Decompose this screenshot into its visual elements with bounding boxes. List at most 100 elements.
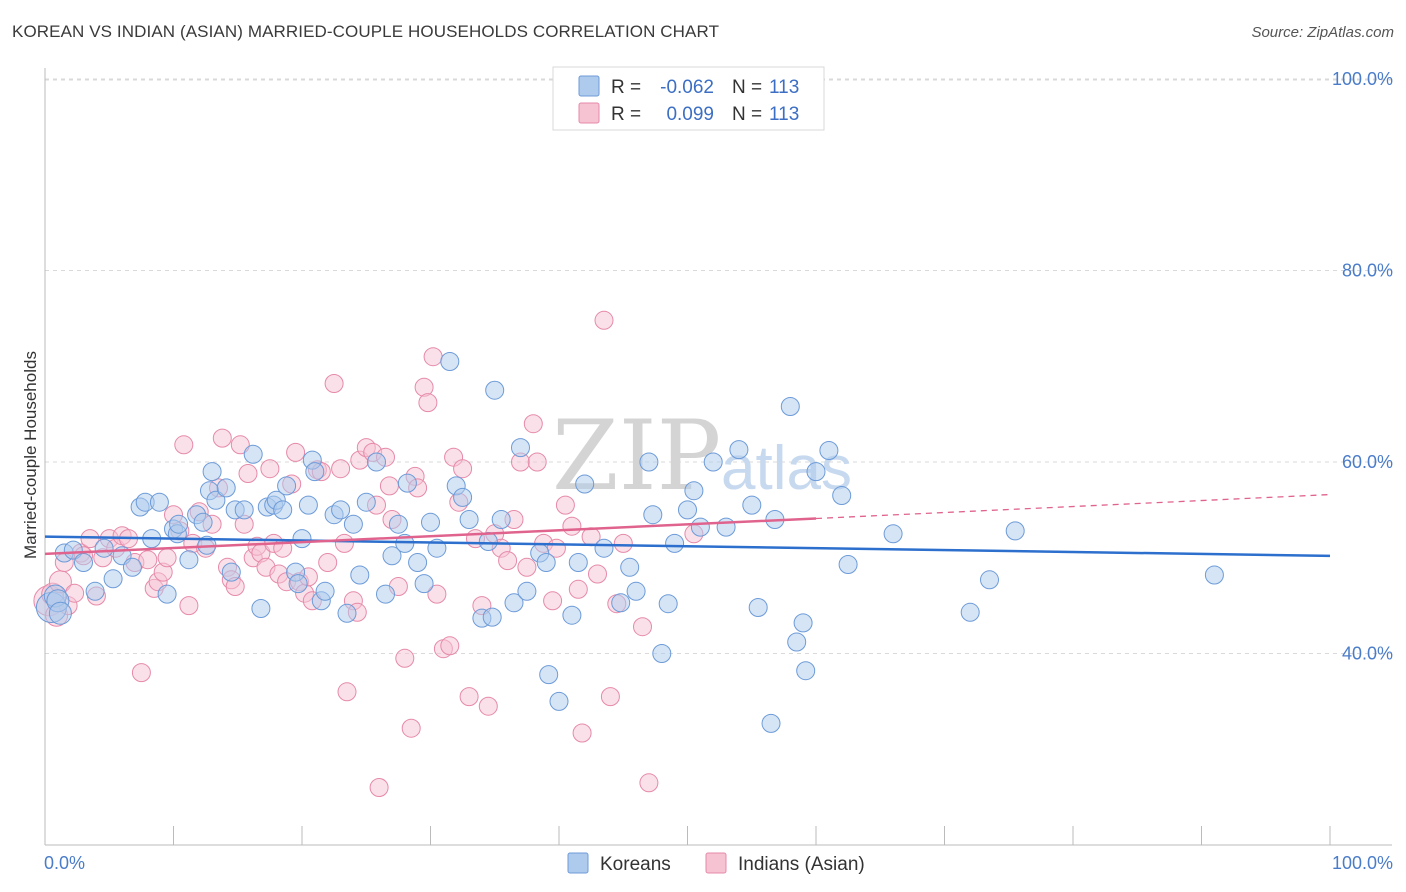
x-tick-label-min: 0.0%: [44, 853, 85, 873]
koreans-point: [298, 495, 318, 515]
legend-r-label-koreans: R =: [611, 77, 641, 98]
koreans-point: [1204, 565, 1224, 585]
koreans-point: [511, 438, 530, 458]
bottom-legend-label-koreans: Koreans: [600, 854, 671, 875]
koreans-point: [221, 562, 241, 582]
koreans-point: [594, 538, 614, 558]
indians-point: [562, 516, 582, 536]
indians-point: [588, 564, 607, 584]
top-legend: R = -0.062 N = 113 R = 0.099 N = 113: [552, 66, 825, 131]
y-axis-title: Married-couple Households: [21, 351, 40, 559]
koreans-point: [748, 598, 768, 617]
koreans-point: [367, 452, 386, 472]
indians-point: [337, 682, 357, 702]
koreans-point: [157, 584, 177, 604]
indians-point: [395, 648, 415, 668]
koreans-point: [690, 517, 710, 537]
indians-point: [478, 696, 498, 716]
legend-swatch-koreans: [578, 75, 600, 97]
indians-point: [331, 459, 351, 479]
indians-trend-line-extension: [815, 493, 1331, 520]
indians-point: [423, 347, 443, 367]
indians-point: [138, 550, 158, 570]
koreans-point: [202, 462, 222, 482]
indians-point: [527, 452, 547, 472]
koreans-point: [251, 599, 271, 618]
koreans-point: [620, 557, 640, 577]
koreans-point: [549, 691, 569, 711]
koreans-point: [832, 486, 852, 505]
koreans-point: [639, 452, 659, 472]
indians-point: [157, 548, 177, 568]
indians-point: [230, 435, 250, 455]
koreans-point: [459, 510, 479, 529]
indians-point: [212, 428, 232, 448]
indians-point: [379, 476, 399, 496]
koreans-point: [63, 540, 83, 560]
indians-point: [131, 663, 151, 683]
koreans-point: [883, 524, 903, 544]
indians-point: [179, 596, 199, 616]
indians-point: [613, 533, 633, 553]
trend-lines: [44, 493, 1331, 558]
legend-n-value-indians: 113: [769, 104, 799, 125]
indians-point: [498, 551, 518, 571]
koreans-point: [122, 557, 142, 577]
koreans-point: [292, 529, 312, 549]
indians-point: [523, 414, 543, 434]
koreans-point: [273, 500, 293, 520]
koreans-point: [626, 581, 646, 601]
indians-point: [543, 591, 563, 611]
indians-point: [174, 435, 194, 455]
koreans-point: [234, 500, 254, 520]
y-tick-label: 60.0%: [1342, 452, 1393, 472]
indians-trend-line: [44, 517, 817, 556]
koreans-point: [652, 644, 672, 663]
bottom-legend-swatch-indians: [705, 852, 727, 874]
indians-point: [260, 459, 280, 479]
koreans-point: [414, 574, 434, 594]
koreans-point: [482, 607, 502, 627]
y-tick-label: 40.0%: [1342, 644, 1393, 664]
indians-point: [334, 533, 354, 553]
koreans-point: [819, 441, 839, 460]
koreans-point: [665, 533, 685, 553]
koreans-point: [277, 476, 297, 496]
bottom-legend: Koreans Indians (Asian): [567, 852, 865, 875]
koreans-point: [453, 487, 473, 507]
koreans-point: [658, 594, 678, 614]
koreans-point: [331, 500, 351, 520]
koreans-point: [980, 570, 999, 590]
legend-r-value-koreans: -0.062: [660, 77, 714, 98]
koreans-point: [179, 550, 199, 570]
koreans-point: [611, 593, 631, 613]
koreans-point: [356, 492, 376, 512]
legend-r-label-indians: R =: [611, 104, 641, 125]
indians-point: [401, 718, 421, 738]
bottom-legend-label-indians: Indians (Asian): [738, 854, 865, 875]
koreans-point: [48, 601, 72, 625]
koreans-point: [491, 510, 511, 529]
indians-point: [427, 584, 447, 604]
koreans-point: [517, 581, 537, 601]
koreans-point: [206, 490, 226, 510]
koreans-point: [193, 512, 213, 532]
y-tick-labels: 40.0% 60.0% 80.0% 100.0%: [1332, 69, 1393, 664]
indians-point: [453, 459, 473, 479]
x-tick-label-max: 100.0%: [1332, 853, 1393, 873]
koreans-point: [787, 632, 807, 652]
koreans-point: [376, 584, 395, 604]
indians-point: [568, 579, 588, 599]
koreans-point: [408, 553, 428, 572]
koreans-point: [216, 478, 236, 498]
axes: [44, 68, 1392, 846]
indians-point: [324, 374, 344, 393]
legend-swatch-indians: [578, 102, 600, 124]
indians-point: [286, 442, 306, 462]
indians-point: [639, 773, 659, 793]
koreans-point: [169, 514, 189, 534]
koreans-point: [716, 517, 736, 537]
koreans-point: [678, 500, 697, 520]
chart-title: KOREAN VS INDIAN (ASIAN) MARRIED-COUPLE …: [12, 22, 720, 41]
koreans-point: [478, 532, 498, 551]
